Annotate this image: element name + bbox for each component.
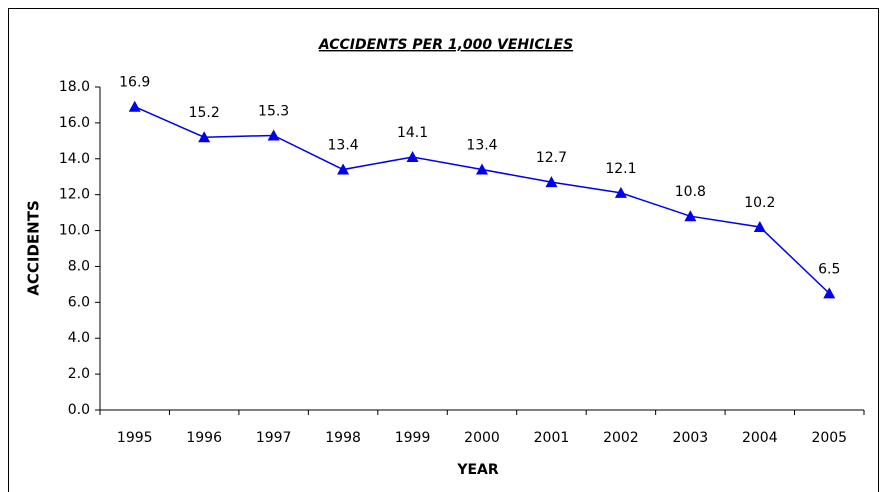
- marker: [337, 163, 350, 175]
- marker: [684, 210, 697, 222]
- data-label: 12.1: [605, 161, 636, 177]
- y-tick-label: 12.0: [59, 187, 90, 203]
- marker: [614, 186, 627, 198]
- marker: [476, 163, 488, 175]
- data-label: 16.9: [119, 75, 150, 91]
- data-label: 15.2: [189, 105, 220, 121]
- x-tick-label: 1995: [117, 430, 153, 446]
- chart-frame: [8, 8, 879, 492]
- marker: [406, 150, 419, 162]
- x-tick-label: 1999: [395, 430, 431, 446]
- y-tick-label: 18.0: [59, 79, 90, 95]
- data-label: 12.7: [536, 150, 567, 166]
- y-tick-label: 4.0: [68, 330, 90, 346]
- y-tick-label: 6.0: [68, 294, 90, 310]
- chart-title: ACCIDENTS PER 1,000 VEHICLES: [318, 37, 573, 53]
- data-label: 13.4: [328, 138, 359, 154]
- y-axis-label: ACCIDENTS: [25, 200, 43, 296]
- data-label: 14.1: [397, 125, 428, 141]
- x-tick-label: 2000: [464, 430, 500, 446]
- x-tick-label: 2001: [534, 430, 570, 446]
- x-axis-label: YEAR: [456, 462, 499, 478]
- marker: [128, 100, 141, 112]
- data-label: 13.4: [466, 138, 497, 154]
- marker: [823, 287, 836, 299]
- x-tick-label: 2002: [603, 430, 639, 446]
- y-tick-label: 14.0: [59, 151, 90, 167]
- y-tick-label: 16.0: [59, 115, 90, 131]
- y-tick-label: 8.0: [68, 258, 90, 274]
- x-tick-label: 2004: [742, 430, 778, 446]
- x-tick-label: 1996: [186, 430, 222, 446]
- marker: [545, 176, 558, 188]
- data-label: 15.3: [258, 103, 289, 119]
- x-tick-label: 1998: [325, 430, 361, 446]
- y-tick-label: 2.0: [68, 366, 90, 382]
- x-tick-label: 1997: [256, 430, 292, 446]
- data-label: 10.2: [744, 195, 775, 211]
- marker: [267, 129, 280, 141]
- marker: [753, 220, 766, 232]
- x-tick-label: 2005: [811, 430, 847, 446]
- data-label: 6.5: [818, 261, 840, 277]
- y-tick-label: 10.0: [59, 223, 90, 239]
- x-tick-label: 2003: [673, 430, 709, 446]
- data-label: 10.8: [675, 184, 706, 200]
- marker: [198, 131, 211, 143]
- y-tick-label: 0.0: [68, 402, 90, 418]
